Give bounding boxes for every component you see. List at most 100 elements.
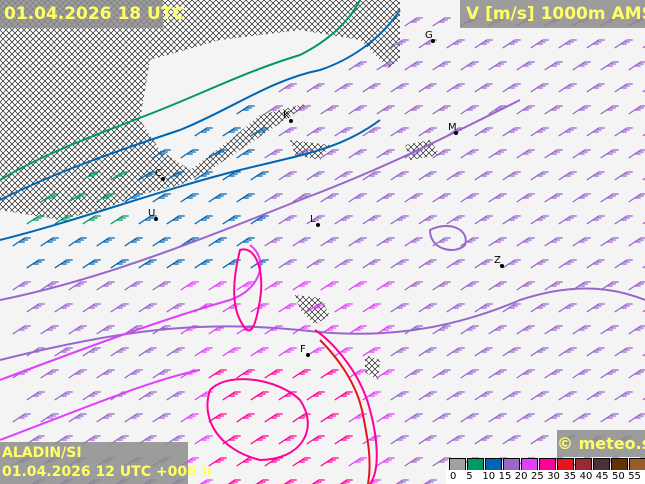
wind-barb [572,61,591,71]
wind-barb [558,391,577,401]
wind-barb [530,347,549,357]
wind-barb [614,259,633,269]
model-info: ALADIN/SI 01.04.2026 12 UTC +006 h [0,442,212,484]
wind-barb [474,303,493,313]
model-name: ALADIN/SI [2,445,82,461]
city-label: L [310,214,316,225]
wind-barb [138,259,157,269]
wind-barb [278,127,297,137]
wind-barb [418,127,437,137]
wind-barb [334,259,353,269]
wind-barb [544,149,563,159]
wind-barb [423,479,437,484]
wind-barb [334,127,353,137]
wind-barb [418,435,437,445]
wind-barb [250,435,269,445]
wind-barb [488,237,507,247]
wind-barb [516,237,535,247]
wind-barb [236,281,255,291]
wind-barb [395,479,409,484]
wind-barb [488,413,507,423]
wind-barb [278,347,297,357]
wind-barb [40,325,59,335]
legend-tick: 5 [466,471,473,482]
wind-barb [208,237,227,247]
wind-barb [516,193,535,203]
wind-barb [544,237,563,247]
contour-15c [0,287,645,361]
city-marker [306,353,310,357]
wind-barb [12,325,31,335]
wind-barb [600,237,619,247]
wind-barb [558,259,577,269]
wind-barb [432,193,451,203]
wind-barb [446,391,465,401]
wind-barb [194,127,213,137]
wind-barb [96,369,115,379]
wind-barb [376,281,395,291]
wind-barb [530,303,549,313]
wind-barb [558,347,577,357]
city-label: M [448,122,457,133]
city-label: Z [494,255,501,266]
wind-barb [446,435,465,445]
wind-barb [152,193,171,203]
wind-barb [502,435,521,445]
wind-barb [339,479,353,484]
wind-barb [460,61,479,71]
wind-barb [376,105,395,115]
wind-barb [250,391,269,401]
wind-barb [572,369,591,379]
wind-barb [502,391,521,401]
contour-5 [0,0,361,181]
city-marker [289,119,293,123]
wind-barb [572,149,591,159]
wind-barb [474,83,493,93]
wind-barb [82,347,101,357]
wind-barb [236,193,255,203]
wind-barb [306,435,325,445]
wind-barb [404,105,423,115]
wind-barb [264,105,283,115]
wind-barb [194,347,213,357]
wind-barb [334,171,353,181]
wind-barb [530,39,549,49]
wind-barb [110,347,129,357]
wind-barb [586,39,605,49]
wind-barb [404,61,423,71]
wind-barb [152,149,171,159]
wind-barb [283,479,297,484]
wind-barb [474,171,493,181]
wind-barb [208,193,227,203]
legend-tick: 40 [579,471,593,482]
wind-barb [544,369,563,379]
wind-barb [474,347,493,357]
wind-barb [222,215,241,225]
contour-10b [0,119,381,241]
wind-barb [432,149,451,159]
wind-barb [572,325,591,335]
wind-barb [320,457,339,467]
wind-barb [208,457,227,467]
wind-barb [138,435,157,445]
wind-barb [12,237,31,247]
wind-barb [404,457,423,467]
wind-barb [432,457,451,467]
wind-barb [516,413,535,423]
wind-barb [614,39,633,49]
wind-barb [54,215,73,225]
wind-barb [236,413,255,423]
wind-barb [54,259,73,269]
wind-barb [152,281,171,291]
wind-barb [432,413,451,423]
wind-barb [292,281,311,291]
wind-barb [376,149,395,159]
wind-barb [586,259,605,269]
wind-barb [264,237,283,247]
city-marker [154,217,158,221]
wind-barb [502,215,521,225]
wind-barb [558,171,577,181]
wind-barb [446,39,465,49]
wind-barb [152,237,171,247]
wind-barb [320,281,339,291]
